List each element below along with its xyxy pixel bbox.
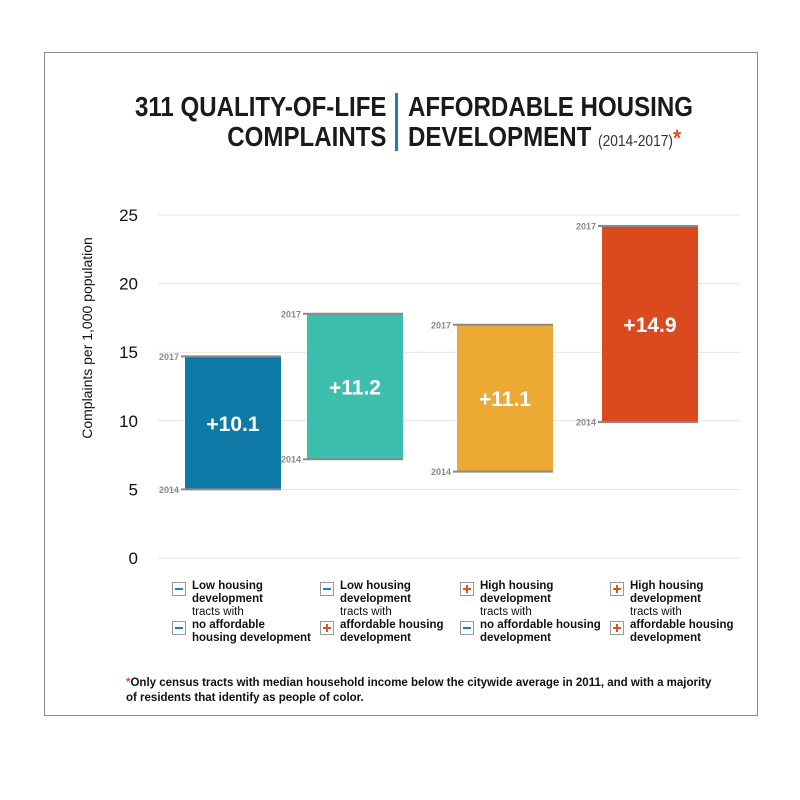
plus-icon [460, 582, 474, 596]
bar-value-label: +11.2 [329, 377, 381, 400]
end-year-label: 2017 [281, 309, 301, 319]
bar-group: 2017 2014 +14.9 [576, 221, 698, 428]
legend-item: High housing development tracts with no aff… [460, 580, 601, 645]
legend-text: no affordable [192, 619, 265, 631]
legend-item: High housing development tracts with afford… [610, 580, 734, 645]
bar-group: 2017 2014 +11.1 [431, 320, 553, 477]
y-tick-label: 20 [119, 275, 138, 294]
legend-text: housing development [192, 632, 311, 644]
legend-row-2: affordable housing development [610, 619, 734, 645]
title-left-line1: 311 QUALITY-OF-LIFE [134, 91, 386, 122]
legend-text: affordable housing [340, 619, 444, 631]
legend-text: tracts with [340, 606, 392, 618]
title-asterisk: * [672, 125, 681, 152]
legend-text: tracts with [480, 606, 532, 618]
bar-value-label: +10.1 [206, 413, 259, 436]
legend-text: Low housing [340, 580, 411, 592]
title-right-line2-wrap: DEVELOPMENT (2014-2017)* [408, 122, 693, 157]
legend-item: Low housing development tracts with afforda… [320, 580, 444, 645]
legend-text: High housing [480, 580, 554, 592]
legend-text: tracts with [192, 606, 244, 618]
title-left-line2: COMPLAINTS [226, 121, 386, 152]
legend-item: Low housing development tracts with no affo… [172, 580, 311, 645]
bar-value-label: +14.9 [623, 314, 676, 337]
title-left: 311 QUALITY-OF-LIFE COMPLAINTS [134, 92, 386, 152]
legend-text: development [630, 593, 701, 605]
y-tick-label: 25 [119, 206, 138, 225]
y-tick-label: 10 [119, 412, 138, 431]
legend-row-1: High housing development [610, 580, 734, 606]
title-years: (2014-2017) [597, 133, 673, 150]
start-year-label: 2014 [576, 418, 596, 428]
legend-row-2: no affordable housing development [172, 619, 311, 645]
legend-row-1: Low housing development [172, 580, 311, 606]
y-tick-label: 5 [129, 480, 138, 499]
bar-value-label: +11.1 [479, 388, 531, 411]
footnote-asterisk: * [126, 677, 131, 689]
legend-text: Low housing [192, 580, 263, 592]
footnote: *Only census tracts with median househol… [126, 676, 716, 706]
end-year-label: 2017 [159, 352, 179, 362]
legend-text: no affordable housing [480, 619, 601, 631]
legend-text: High housing [630, 580, 704, 592]
start-year-label: 2014 [281, 455, 301, 465]
legend-text: development [480, 632, 551, 644]
legend-text: development [480, 593, 551, 605]
end-year-label: 2017 [431, 320, 451, 330]
start-year-label: 2014 [431, 467, 451, 477]
y-axis-label: Complaints per 1,000 population [79, 237, 95, 439]
bars: 20172014+10.120172014+11.220172014+11.12… [159, 221, 698, 495]
chart-frame [44, 52, 758, 716]
legend-text: tracts with [630, 606, 682, 618]
legend-text: development [192, 593, 263, 605]
legend-row-1: Low housing development [320, 580, 444, 606]
bar [307, 313, 403, 460]
bar [602, 225, 698, 423]
y-tick-label: 15 [119, 343, 138, 362]
plus-icon [610, 621, 624, 635]
end-year-label: 2017 [576, 221, 596, 231]
legend-row-2: no affordable housing development [460, 619, 601, 645]
bar-group: 2017 2014 +11.2 [281, 309, 403, 465]
plus-icon [320, 621, 334, 635]
bar-group: 2017 2014 +10.1 [159, 352, 281, 495]
y-tick-label: 0 [129, 549, 138, 568]
start-year-label: 2014 [159, 485, 179, 495]
legend-text: development [340, 593, 411, 605]
plus-icon [610, 582, 624, 596]
bar [457, 324, 553, 472]
legend-row-2: affordable housing development [320, 619, 444, 645]
minus-icon [320, 582, 334, 596]
legend-row-1: High housing development [460, 580, 601, 606]
minus-icon [172, 582, 186, 596]
title-right-line1: AFFORDABLE HOUSING [408, 91, 693, 122]
bar [185, 356, 281, 490]
title-divider [395, 93, 398, 151]
title-right-line2: DEVELOPMENT [408, 121, 592, 152]
footnote-text: Only census tracts with median household… [126, 677, 712, 704]
minus-icon [460, 621, 474, 635]
legend-text: development [630, 632, 701, 644]
legend-text: development [340, 632, 411, 644]
minus-icon [172, 621, 186, 635]
y-tick-labels: 0 5 10 15 20 25 [119, 206, 138, 568]
legend-text: affordable housing [630, 619, 734, 631]
title-right: AFFORDABLE HOUSING DEVELOPMENT (2014-201… [408, 92, 693, 157]
